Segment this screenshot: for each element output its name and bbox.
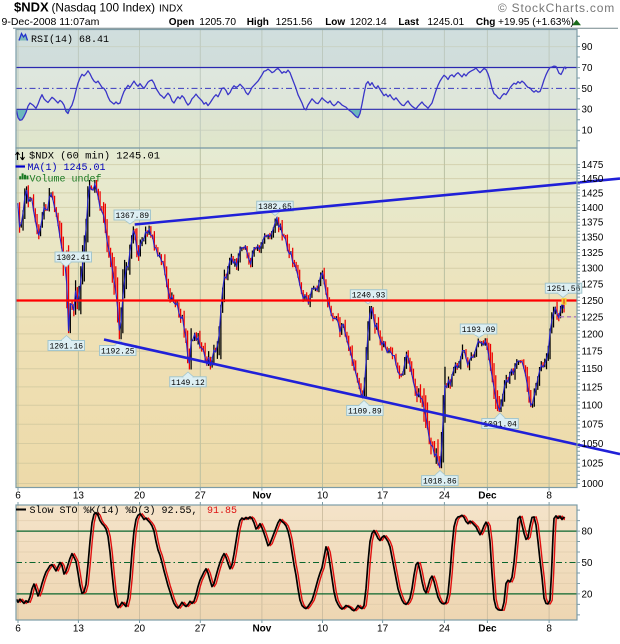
svg-text:9-Dec-2008 11:07am: 9-Dec-2008 11:07am bbox=[2, 16, 100, 28]
svg-text:10: 10 bbox=[582, 126, 593, 137]
svg-text:1245.01: 1245.01 bbox=[427, 17, 464, 28]
svg-text:1475: 1475 bbox=[582, 160, 604, 171]
svg-text:1205.70: 1205.70 bbox=[199, 17, 236, 28]
svg-text:1382.65: 1382.65 bbox=[258, 203, 292, 212]
svg-text:Low: Low bbox=[325, 17, 345, 28]
svg-text:1200: 1200 bbox=[582, 329, 604, 340]
svg-text:50: 50 bbox=[582, 84, 593, 95]
svg-text:1302.41: 1302.41 bbox=[56, 254, 90, 263]
svg-text:MA(1) 1245.01: MA(1) 1245.01 bbox=[28, 162, 106, 174]
svg-text:20: 20 bbox=[582, 589, 593, 600]
svg-text:Slow STO %K(14) %D(3) 92.55,: Slow STO %K(14) %D(3) 92.55, bbox=[30, 505, 198, 517]
svg-text:1125: 1125 bbox=[582, 382, 604, 393]
svg-text:27: 27 bbox=[195, 624, 207, 635]
svg-text:1400: 1400 bbox=[582, 203, 604, 214]
svg-text:+19.95 (+1.63%): +19.95 (+1.63%) bbox=[498, 17, 574, 28]
svg-text:1018.86: 1018.86 bbox=[423, 478, 457, 487]
svg-text:$NDX: $NDX bbox=[14, 0, 49, 15]
svg-text:Nov: Nov bbox=[252, 624, 271, 635]
svg-text:Open: Open bbox=[169, 17, 195, 28]
svg-text:1192.25: 1192.25 bbox=[101, 348, 135, 357]
svg-text:30: 30 bbox=[582, 105, 593, 116]
svg-text:1450: 1450 bbox=[582, 174, 604, 185]
svg-text:(Nasdaq 100 Index): (Nasdaq 100 Index) bbox=[52, 1, 156, 15]
svg-text:70: 70 bbox=[582, 63, 593, 74]
svg-text:1100: 1100 bbox=[582, 401, 604, 412]
svg-text:13: 13 bbox=[73, 491, 85, 502]
svg-text:1350: 1350 bbox=[582, 233, 604, 244]
svg-text:1325: 1325 bbox=[582, 248, 604, 259]
svg-text:1251.56: 1251.56 bbox=[276, 17, 313, 28]
svg-text:90: 90 bbox=[582, 42, 593, 53]
svg-text:1149.12: 1149.12 bbox=[171, 379, 205, 388]
svg-text:1109.89: 1109.89 bbox=[348, 408, 382, 417]
svg-text:17: 17 bbox=[377, 491, 389, 502]
svg-text:10: 10 bbox=[317, 624, 329, 635]
svg-text:6: 6 bbox=[15, 491, 21, 502]
svg-text:RSI(14) 68.41: RSI(14) 68.41 bbox=[31, 34, 109, 46]
svg-text:Dec: Dec bbox=[478, 624, 497, 635]
svg-text:1275: 1275 bbox=[582, 280, 604, 291]
svg-text:1300: 1300 bbox=[582, 264, 604, 275]
svg-text:1193.09: 1193.09 bbox=[462, 326, 496, 335]
svg-text:1150: 1150 bbox=[582, 364, 604, 375]
svg-text:24: 24 bbox=[439, 624, 451, 635]
svg-text:INDX: INDX bbox=[159, 4, 183, 15]
svg-text:1202.14: 1202.14 bbox=[350, 17, 387, 28]
svg-text:8: 8 bbox=[546, 491, 552, 502]
svg-text:1201.16: 1201.16 bbox=[49, 343, 83, 352]
svg-text:1091.04: 1091.04 bbox=[483, 421, 517, 430]
svg-text:1251.56: 1251.56 bbox=[547, 285, 581, 294]
svg-text:50: 50 bbox=[582, 558, 593, 569]
svg-text:1367.89: 1367.89 bbox=[115, 212, 149, 221]
svg-text:1240.93: 1240.93 bbox=[352, 292, 386, 301]
svg-text:1250: 1250 bbox=[582, 296, 604, 307]
svg-text:$NDX (60 min) 1245.01: $NDX (60 min) 1245.01 bbox=[29, 151, 160, 163]
svg-text:Dec: Dec bbox=[478, 491, 497, 502]
svg-text:8: 8 bbox=[546, 624, 552, 635]
svg-text:24: 24 bbox=[439, 491, 451, 502]
svg-text:1025: 1025 bbox=[582, 459, 604, 470]
svg-text:80: 80 bbox=[582, 527, 593, 538]
svg-text:1050: 1050 bbox=[582, 439, 604, 450]
svg-text:20: 20 bbox=[134, 491, 146, 502]
svg-text:1175: 1175 bbox=[582, 347, 604, 358]
svg-text:91.85: 91.85 bbox=[207, 506, 237, 517]
svg-text:1425: 1425 bbox=[582, 188, 604, 199]
svg-text:Nov: Nov bbox=[252, 491, 271, 502]
svg-text:Chg: Chg bbox=[476, 17, 495, 28]
svg-text:17: 17 bbox=[377, 624, 389, 635]
svg-text:High: High bbox=[247, 17, 269, 28]
svg-text:1375: 1375 bbox=[582, 218, 604, 229]
svg-text:10: 10 bbox=[317, 491, 329, 502]
svg-text:Volume undef: Volume undef bbox=[30, 174, 102, 186]
svg-text:1075: 1075 bbox=[582, 420, 604, 431]
svg-text:Last: Last bbox=[398, 17, 419, 28]
svg-text:© StockCharts.com: © StockCharts.com bbox=[498, 1, 615, 15]
svg-text:1000: 1000 bbox=[582, 479, 604, 490]
svg-text:27: 27 bbox=[195, 491, 207, 502]
svg-text:20: 20 bbox=[134, 624, 146, 635]
svg-text:6: 6 bbox=[15, 624, 21, 635]
svg-text:1225: 1225 bbox=[582, 312, 604, 323]
svg-text:13: 13 bbox=[73, 624, 85, 635]
